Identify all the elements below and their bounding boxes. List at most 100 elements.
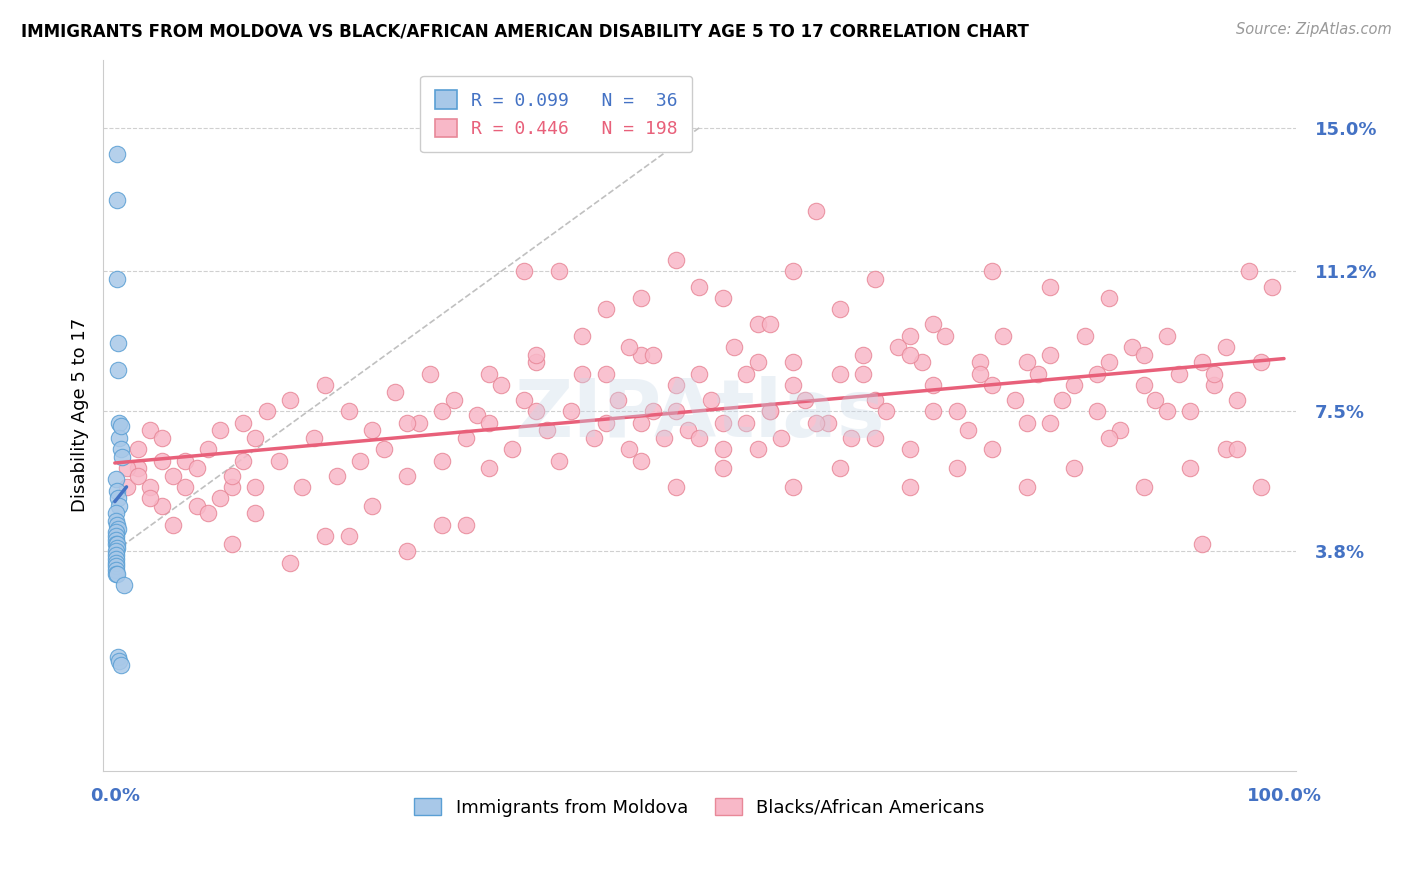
Point xyxy=(104,533,127,547)
Point xyxy=(197,507,219,521)
Point xyxy=(115,461,138,475)
Point xyxy=(1132,377,1154,392)
Point xyxy=(1156,404,1178,418)
Point xyxy=(104,525,127,540)
Point xyxy=(595,367,617,381)
Point xyxy=(1202,367,1225,381)
Point xyxy=(595,416,617,430)
Point xyxy=(1180,404,1202,418)
Point xyxy=(1039,416,1062,430)
Point xyxy=(922,318,945,332)
Point xyxy=(105,567,128,582)
Point xyxy=(1121,340,1143,354)
Point xyxy=(665,253,688,268)
Point xyxy=(1226,442,1249,457)
Point xyxy=(747,355,769,369)
Point xyxy=(396,468,419,483)
Point xyxy=(875,404,897,418)
Point xyxy=(1015,355,1038,369)
Point xyxy=(162,468,184,483)
Point xyxy=(1004,392,1026,407)
Point xyxy=(782,355,804,369)
Point xyxy=(1180,461,1202,475)
Point xyxy=(396,416,419,430)
Point xyxy=(432,453,454,467)
Point xyxy=(110,442,132,457)
Point xyxy=(110,657,132,672)
Point xyxy=(221,480,243,494)
Legend: Immigrants from Moldova, Blacks/African Americans: Immigrants from Moldova, Blacks/African … xyxy=(405,789,994,826)
Point xyxy=(863,392,886,407)
Point xyxy=(688,279,710,293)
Point xyxy=(1226,392,1249,407)
Point xyxy=(454,431,477,445)
Point xyxy=(922,377,945,392)
Point xyxy=(1085,367,1108,381)
Point xyxy=(186,499,208,513)
Point xyxy=(209,423,232,437)
Point xyxy=(1144,392,1167,407)
Point xyxy=(945,461,967,475)
Point xyxy=(980,442,1002,457)
Point xyxy=(127,461,149,475)
Point xyxy=(302,431,325,445)
Point xyxy=(548,453,571,467)
Point xyxy=(349,453,371,467)
Point xyxy=(105,147,128,161)
Point xyxy=(571,328,593,343)
Point xyxy=(314,377,336,392)
Point xyxy=(443,392,465,407)
Point xyxy=(432,404,454,418)
Point xyxy=(863,272,886,286)
Point xyxy=(107,363,129,377)
Point xyxy=(910,355,932,369)
Point xyxy=(711,461,734,475)
Point xyxy=(1085,404,1108,418)
Point xyxy=(828,302,851,317)
Point xyxy=(174,480,197,494)
Point xyxy=(619,340,641,354)
Point xyxy=(583,431,606,445)
Point xyxy=(817,416,839,430)
Point xyxy=(256,404,278,418)
Point xyxy=(104,548,127,562)
Point xyxy=(747,318,769,332)
Point xyxy=(887,340,910,354)
Point xyxy=(150,499,173,513)
Point xyxy=(513,392,536,407)
Point xyxy=(104,567,127,582)
Point xyxy=(104,507,127,521)
Point xyxy=(314,529,336,543)
Point xyxy=(934,328,956,343)
Point xyxy=(688,431,710,445)
Point xyxy=(1250,355,1272,369)
Point xyxy=(465,408,488,422)
Point xyxy=(489,377,512,392)
Point xyxy=(723,340,745,354)
Point xyxy=(104,559,127,574)
Point xyxy=(898,442,921,457)
Point xyxy=(104,537,127,551)
Point xyxy=(110,419,132,434)
Point xyxy=(782,264,804,278)
Text: IMMIGRANTS FROM MOLDOVA VS BLACK/AFRICAN AMERICAN DISABILITY AGE 5 TO 17 CORRELA: IMMIGRANTS FROM MOLDOVA VS BLACK/AFRICAN… xyxy=(21,22,1029,40)
Point xyxy=(186,461,208,475)
Point xyxy=(326,468,349,483)
Point xyxy=(243,480,266,494)
Point xyxy=(898,480,921,494)
Point xyxy=(105,483,128,498)
Text: Source: ZipAtlas.com: Source: ZipAtlas.com xyxy=(1236,22,1392,37)
Point xyxy=(232,453,254,467)
Point xyxy=(969,367,991,381)
Point xyxy=(105,193,128,207)
Point xyxy=(898,348,921,362)
Point xyxy=(139,423,162,437)
Point xyxy=(1097,431,1119,445)
Point xyxy=(524,348,547,362)
Point xyxy=(1015,480,1038,494)
Point xyxy=(1132,480,1154,494)
Point xyxy=(1215,340,1237,354)
Point xyxy=(1063,377,1085,392)
Point xyxy=(108,654,131,668)
Point xyxy=(478,416,501,430)
